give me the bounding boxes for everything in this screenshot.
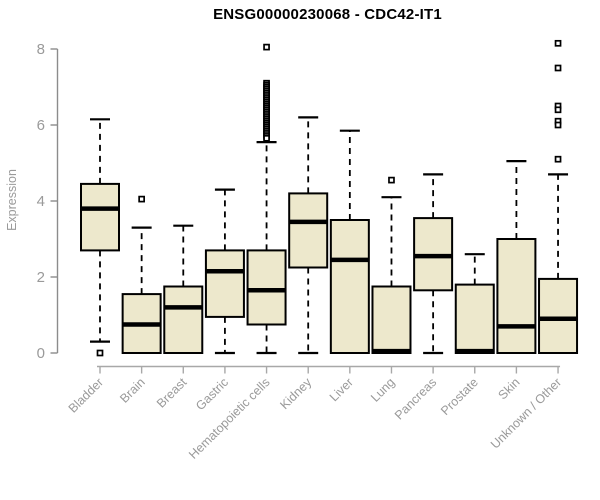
box-unknown-other <box>538 277 579 354</box>
box-liver <box>329 219 370 354</box>
box-kidney <box>288 192 329 269</box>
x-tick-label-kidney: Kidney <box>277 375 314 412</box>
x-tick-label-hematopoietic-cells: Hematopoietic cells <box>186 375 273 462</box>
x-tick-label-bladder: Bladder <box>66 375 106 415</box>
outlier-point-hematopoietic-cells <box>263 134 270 142</box>
outlier-point-unknown-other <box>554 106 562 114</box>
outlier-point-unknown-other <box>554 121 562 129</box>
outlier-point-unknown-other <box>554 64 562 72</box>
outlier-point-brain <box>138 195 145 203</box>
outlier-point-bladder <box>96 349 104 357</box>
box-hematopoietic-cells <box>246 249 287 326</box>
x-tick-label-pancreas: Pancreas <box>392 375 439 422</box>
x-tick-label-prostate: Prostate <box>438 375 481 418</box>
outlier-point-lung <box>388 176 395 184</box>
y-tick-label-4: 4 <box>37 193 45 210</box>
box-bladder <box>80 182 120 252</box>
x-tick-label-brain: Brain <box>117 375 148 406</box>
x-tick-label-gastric: Gastric <box>193 375 231 413</box>
x-tick-label-liver: Liver <box>327 375 356 404</box>
outlier-point-hematopoietic-cells <box>263 43 270 51</box>
box-prostate <box>454 283 495 355</box>
y-tick-label-8: 8 <box>37 41 45 58</box>
x-tick-label-lung: Lung <box>368 375 398 405</box>
box-lung <box>371 285 412 354</box>
y-tick-label-2: 2 <box>37 269 45 286</box>
x-tick-label-breast: Breast <box>154 375 190 411</box>
box-skin <box>496 238 537 354</box>
y-tick-label-6: 6 <box>37 117 45 134</box>
box-gastric <box>204 249 245 318</box>
x-tick-label-unknown-other: Unknown / Other <box>488 375 564 451</box>
y-tick-label-0: 0 <box>37 345 45 362</box>
outlier-point-unknown-other <box>554 39 562 47</box>
x-tick-label-skin: Skin <box>495 375 522 402</box>
box-breast <box>163 285 204 354</box>
outlier-point-unknown-other <box>554 155 562 163</box>
chart-title: ENSG00000230068 - CDC42-IT1 <box>213 6 442 23</box>
